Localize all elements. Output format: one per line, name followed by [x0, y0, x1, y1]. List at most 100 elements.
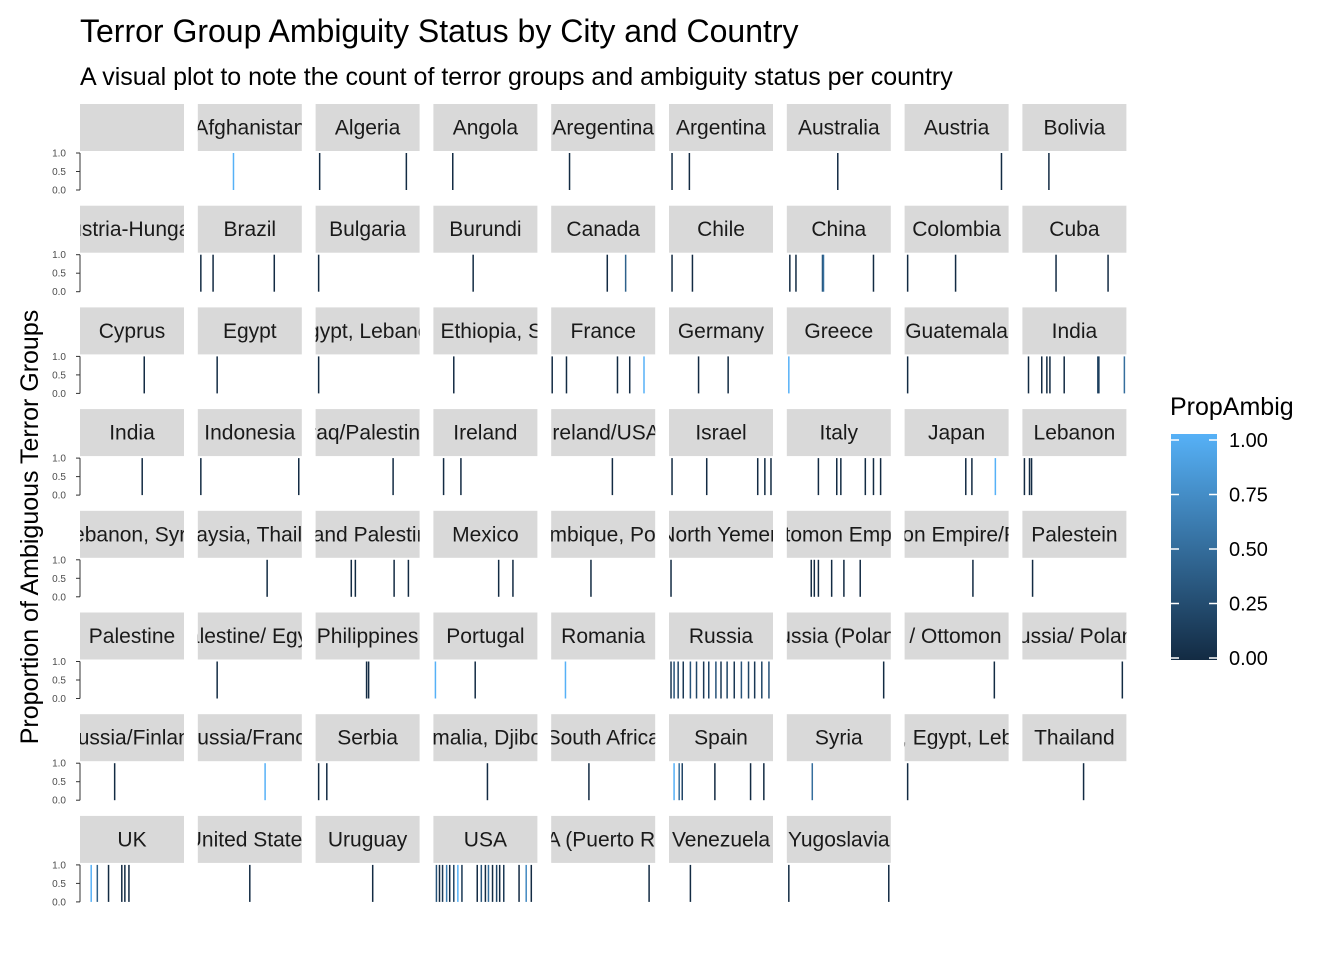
facet-panel: Germany: [669, 307, 773, 394]
bar: [371, 864, 374, 902]
y-tick-label: 1.0: [52, 657, 66, 668]
bar: [764, 458, 766, 496]
facet-label: South Africa: [547, 727, 661, 750]
bar: [1055, 254, 1057, 292]
bar: [678, 763, 680, 801]
facet-strip: [551, 307, 656, 355]
facet-label: Russia (Poland): [764, 625, 913, 648]
bar: [697, 356, 700, 394]
facet-label: Syria: [815, 727, 863, 750]
bar: [200, 254, 202, 292]
facet-label: France: [571, 320, 636, 343]
legend-tick-label: 0.25: [1229, 594, 1268, 616]
bar: [695, 661, 698, 699]
bar: [836, 458, 838, 496]
bar: [821, 254, 824, 292]
facet-strip: [669, 612, 773, 660]
facet-strip: [315, 612, 420, 660]
bar: [906, 356, 909, 394]
bar: [993, 661, 996, 699]
facet-panel: Japan: [904, 409, 1009, 496]
y-tick-label: 1.0: [52, 454, 66, 465]
facet-panel: Italy: [786, 409, 891, 496]
bar: [705, 458, 708, 496]
facet-strip: [80, 612, 184, 660]
facet-strip: [197, 510, 302, 558]
bar: [365, 661, 368, 699]
facet-label: Burundi: [449, 218, 521, 241]
bar: [1098, 356, 1100, 394]
facet-label: Greece: [804, 320, 873, 343]
bar: [298, 458, 300, 496]
facet-label: Ottomon Empire: [762, 523, 915, 546]
facet-label: Portugal: [446, 625, 524, 648]
bar: [590, 559, 592, 597]
bar: [688, 153, 691, 190]
facet-strip: [315, 714, 420, 762]
bar: [565, 356, 568, 394]
facet-panel: Argentina: [669, 104, 773, 190]
bar: [740, 661, 743, 699]
facet-panel: Brazil: [197, 205, 302, 292]
bar: [768, 661, 770, 699]
facet-strip: [669, 510, 773, 558]
facet-strip: [80, 104, 184, 151]
legend-tick-label: 1.00: [1229, 430, 1268, 452]
facet-panel: Eritrea, Ethiopia, Somalia: [433, 307, 538, 394]
bar: [113, 763, 116, 801]
bar: [671, 153, 673, 190]
bar: [1023, 458, 1026, 496]
facet-label: USA (Puerto Rico): [517, 828, 689, 851]
y-tick-label: 0.0: [52, 389, 66, 400]
facet-panel: Algeria: [315, 104, 420, 190]
facet-label: Chile: [697, 218, 745, 241]
facet-strip: [197, 104, 302, 151]
bar: [128, 864, 130, 902]
facet-panel: India 0.0 0.5 1.0: [52, 409, 184, 502]
y-tick-label: 1.0: [52, 250, 66, 261]
facet-label: Syria, Egypt, Lebanon: [853, 727, 1060, 750]
facet-strip: [786, 205, 891, 253]
facet-strip: [433, 409, 538, 457]
facet-panel: Palestine/ Egypt: [197, 612, 302, 699]
y-tick-label: 1.0: [52, 759, 66, 770]
bar: [670, 559, 672, 597]
bar: [266, 559, 268, 597]
bar: [453, 356, 455, 394]
bar: [1049, 356, 1051, 394]
bar: [749, 763, 752, 801]
bar: [888, 864, 890, 902]
facet-strip: [80, 510, 184, 558]
facet-label: Japan: [928, 422, 985, 445]
facet-label: Austria: [924, 117, 990, 140]
facet-label: Germany: [678, 320, 765, 343]
facet-label: Mexico: [452, 523, 519, 546]
facet-strip: [551, 409, 656, 457]
bar: [107, 864, 110, 902]
bar: [817, 458, 820, 496]
facet-strip: [786, 612, 891, 660]
legend-ticks: 0.00 0.25 0.50 0.75 1.00: [1171, 430, 1268, 670]
facet-strip: [551, 104, 656, 151]
facet-strip: [433, 612, 538, 660]
facet-panel: Guatemala: [904, 307, 1009, 394]
bar: [795, 254, 797, 292]
facet-strip: [197, 612, 302, 660]
facet-strip: [551, 714, 656, 762]
facet-panel: Chile: [669, 205, 773, 292]
facet-strip: [197, 815, 302, 863]
facet-label: Iraq/Palestine: [303, 422, 431, 445]
bar: [498, 864, 501, 902]
bar: [460, 458, 462, 496]
bar: [1048, 153, 1050, 190]
facet-label: Israel: [695, 422, 746, 445]
facet-strip: [669, 104, 773, 151]
bar: [761, 661, 763, 699]
facet-strip: [669, 307, 773, 355]
bar: [452, 153, 454, 190]
bar: [457, 864, 459, 902]
bar: [837, 153, 839, 190]
bar: [763, 763, 765, 801]
facet-label: Somalia, Djibouti: [407, 727, 565, 750]
facet-panel: Russia/Finland 0.0 0.5 1.0: [52, 714, 184, 807]
